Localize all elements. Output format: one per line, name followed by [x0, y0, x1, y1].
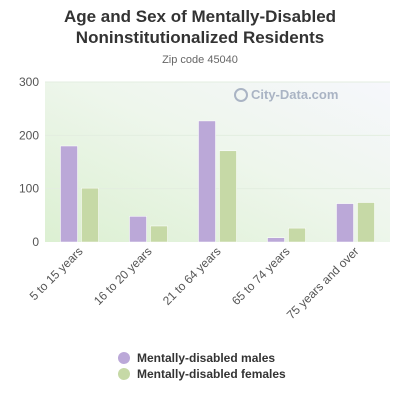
bar-males [60, 145, 78, 243]
x-tick-label: 65 to 74 years [229, 244, 293, 308]
legend-swatch-males [118, 352, 130, 364]
bar-males [336, 203, 354, 243]
legend-item-males: Mentally-disabled males [118, 350, 286, 366]
legend: Mentally-disabled males Mentally-disable… [118, 350, 286, 382]
bar-males [267, 237, 285, 243]
bar-males [129, 216, 147, 243]
x-tick-label: 21 to 64 years [160, 244, 224, 308]
x-tick-label: 75 years and over [284, 244, 362, 322]
y-tick-label: 200 [19, 128, 39, 142]
y-tick-label: 300 [19, 75, 39, 89]
legend-item-females: Mentally-disabled females [118, 366, 286, 382]
y-tick-label: 0 [32, 235, 39, 249]
legend-swatch-females [118, 368, 130, 380]
chart-subtitle: Zip code 45040 [162, 54, 238, 66]
x-tick-label: 5 to 15 years [27, 244, 86, 303]
plot-background [45, 82, 390, 242]
bar-females [357, 202, 375, 243]
bar-females [81, 187, 99, 243]
y-tick-label: 100 [19, 182, 39, 196]
legend-label-males: Mentally-disabled males [137, 351, 276, 365]
x-tick-label: 16 to 20 years [91, 244, 155, 308]
bar-females [219, 150, 237, 243]
chart-title: Age and Sex of Mentally-Disabled Noninst… [63, 7, 337, 47]
watermark: City-Data.com [234, 87, 338, 102]
legend-label-females: Mentally-disabled females [137, 367, 286, 381]
watermark-text: City-Data.com [251, 87, 339, 102]
bar-males [198, 120, 216, 243]
bar-females [150, 225, 168, 243]
bar-females [288, 227, 306, 243]
search-icon [234, 87, 248, 102]
